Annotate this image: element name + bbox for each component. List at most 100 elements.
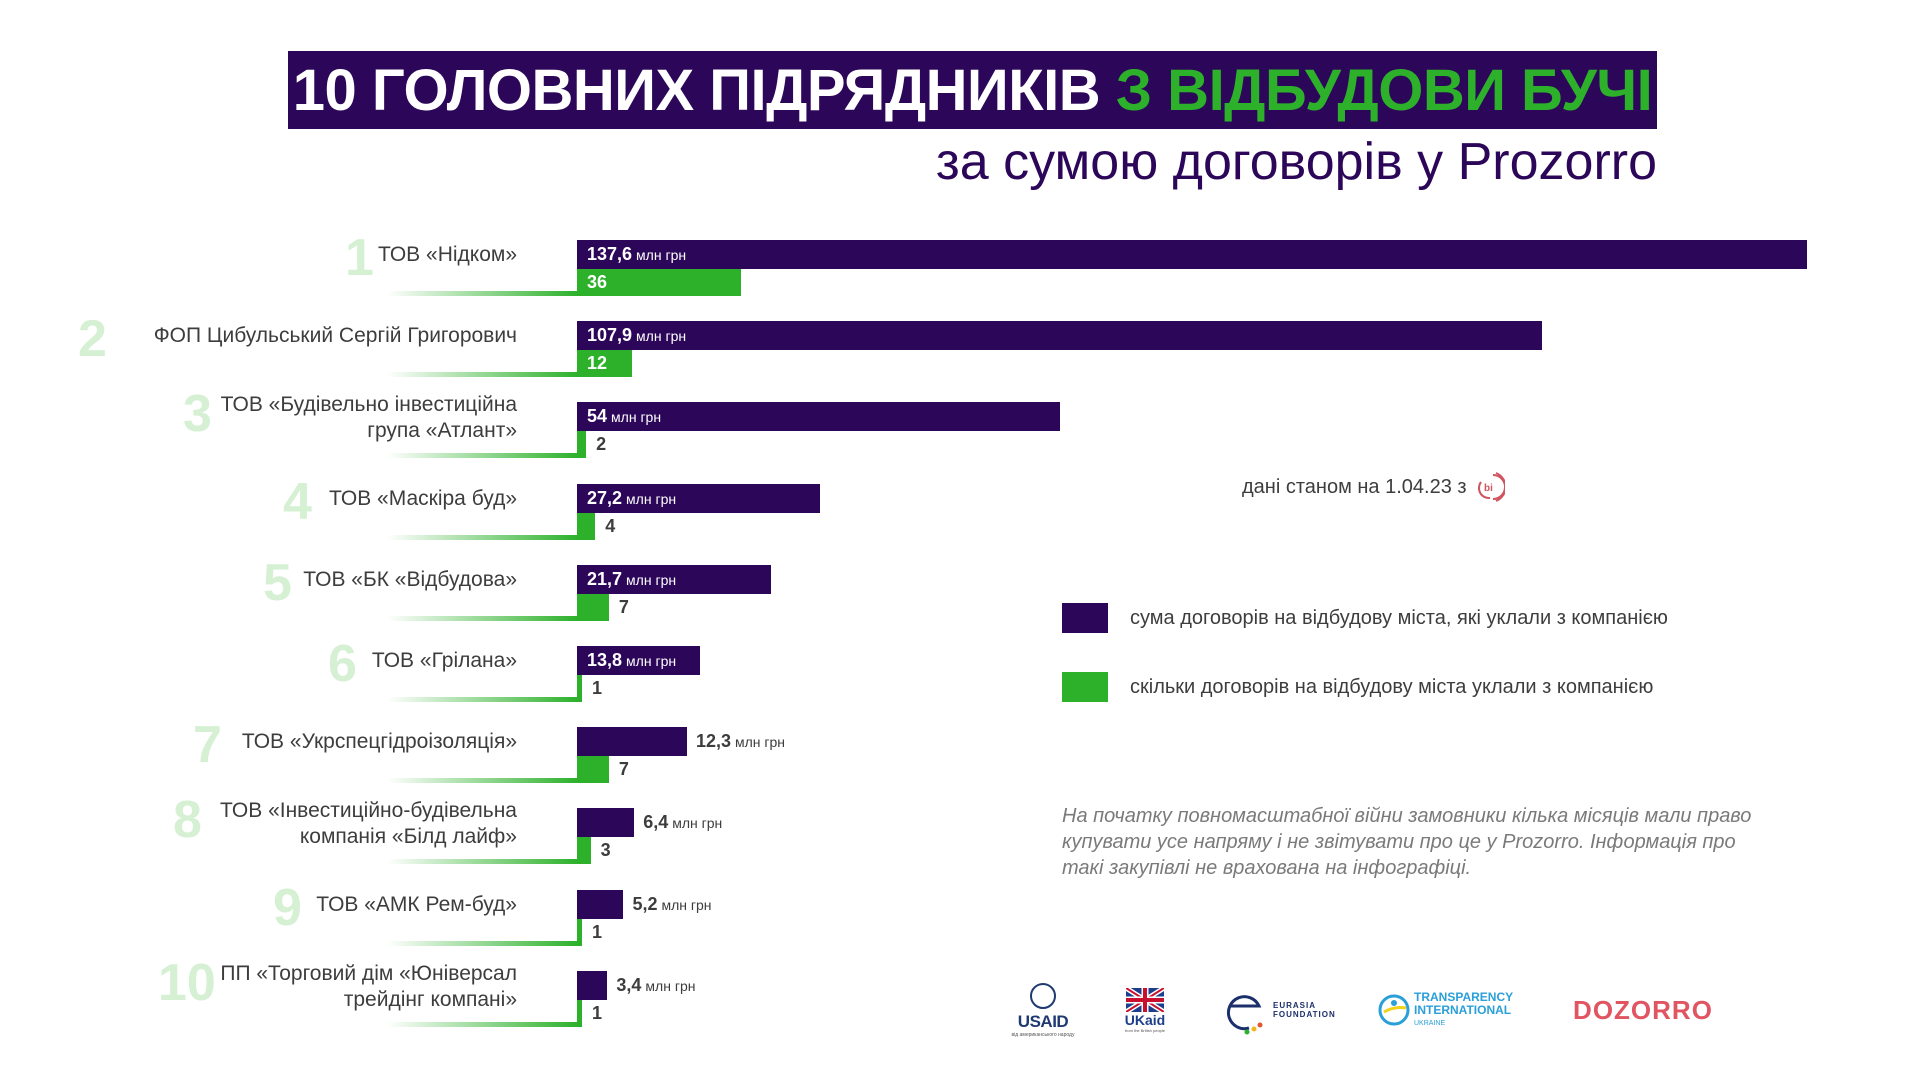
chart-row: 3,4 млн грн 1 ПП «Торговий дім «Юніверсал тр… [0,0,1920,1027]
svg-text:bi: bi [1484,483,1493,494]
sum-value: 5,2 [632,894,658,914]
bar-count [577,837,591,864]
company-name-line: ТОВ «Нідком» [377,243,517,266]
sum-label: 54 млн грн [587,402,661,432]
sum-value: 54 [587,406,608,426]
company-name: ТОВ «Укрспецгідроізоляція» [242,729,517,755]
ti-name: TRANSPARENCY INTERNATIONAL [1414,989,1513,1017]
sum-unit: млн грн [636,328,687,344]
sum-value: 12,3 [695,731,731,751]
sum-label: 107,9 млн грн [587,321,686,351]
legend-label-sum: сума договорів на відбудову міста, які у… [1130,606,1668,629]
title-highlight: З ВІДБУДОВИ БУЧІ [1115,57,1653,123]
sum-value: 6,4 [643,812,669,832]
company-name: ТОВ «Грілана» [372,648,517,674]
bar-sum [577,646,701,675]
eurasia-logo: EURASIA FOUNDATION [1220,972,1336,1048]
rank-number: 8 [173,791,202,849]
bar-sum [577,808,635,837]
rank-number: 5 [263,554,292,612]
rank-number: 4 [283,473,312,531]
bar-count [577,756,609,783]
rank-number: 3 [183,385,212,443]
connector-line [387,535,577,540]
sum-value: 21,7 [587,569,623,589]
connector-line [387,616,577,621]
bi-logo-icon: bi [1475,470,1507,504]
company-name-line: компанія «Білд лайф» [299,825,517,848]
company-name-line: ТОВ «Грілана» [371,649,517,672]
partner-logos: USAID від американського народу UKaid fr… [1005,972,1745,1048]
bar-sum [577,240,1807,269]
eurasia-e-icon [1226,995,1263,1035]
sum-value: 3,4 [616,975,642,995]
sum-unit: млн грн [672,815,723,831]
chart-row: 6,4 млн грн 3 ТОВ «Інвестиційно-будівельна к… [0,0,1920,864]
connector-line [387,697,577,702]
bar-count [577,431,587,458]
rank-number: 6 [328,635,357,693]
legend-label-count: скільки договорів на відбудову міста укл… [1130,675,1654,698]
chart-row: 54 млн грн 2 ТОВ «Будівельно інвестиційна гр… [0,0,1920,458]
count-label: 36 [587,272,608,292]
count-label: 1 [592,922,603,942]
chart-row: 21,7 млн грн 7 ТОВ «БК «Відбудова» 5 [0,0,1920,621]
bar-count [577,594,609,621]
company-name: ПП «Торговий дім «Юніверсал трейдінг комп… [220,961,517,1013]
chart-row: 12,3 млн грн 7 ТОВ «Укрспецгідроізоляція» 7 [0,0,1920,783]
page-title: 10 ГОЛОВНИХ ПІДРЯДНИКІВ З ВІДБУДОВИ БУЧІ [292,57,1653,124]
company-name-line: ТОВ «Інвестиційно-будівельна [220,799,517,822]
usaid-logo: USAID від американського народу [1010,972,1076,1048]
company-name-line: ТОВ «АМК Рем-буд» [316,893,517,916]
sum-unit: млн грн [626,491,677,507]
company-name: ТОВ «БК «Відбудова» [303,567,517,593]
sum-label: 6,4 млн грн [643,808,722,838]
company-name: ТОВ «Інвестиційно-будівельна компанія «Бі… [220,798,517,850]
company-name: ТОВ «АМК Рем-буд» [316,892,517,918]
as-of-text: дані станом на 1.04.23 з [1242,475,1467,498]
ukaid-sub: from the British people [1124,1027,1166,1033]
company-name-line: ТОВ «Укрспецгідроізоляція» [241,730,517,753]
sum-value: 137,6 [587,244,633,264]
legend-item-sum: сума договорів на відбудову міста, які у… [1062,603,1668,633]
bar-sum [577,971,608,1000]
sum-value: 107,9 [587,325,633,345]
bar-sum [577,890,624,919]
company-name-line: ТОВ «Будівельно інвестиційна [220,393,517,416]
title-main: 10 ГОЛОВНИХ ПІДРЯДНИКІВ [292,57,1101,123]
count-label: 1 [592,678,603,698]
sum-value: 13,8 [587,650,623,670]
chart-row: 137,6 млн грн 36 ТОВ «Нідком» 1 [0,0,1920,296]
connector-line [387,778,577,783]
bar-count [577,513,596,540]
company-name-line: ТОВ «Маскіра буд» [329,487,517,510]
sum-unit: млн грн [645,978,696,994]
legend-swatch-sum [1062,603,1108,633]
ti-globe-icon [1378,994,1410,1026]
usaid-name: USAID [1017,1011,1069,1031]
bar-sum [577,484,821,513]
rank-number: 7 [193,716,222,774]
sum-label: 5,2 млн грн [632,890,711,920]
eurasia-name: EURASIA FOUNDATION [1273,1001,1336,1019]
company-name-line: трейдінг компані» [343,988,517,1011]
bar-count [577,350,632,377]
bar-sum [577,727,687,756]
company-name-line: ФОП Цибульський Сергій Григорович [153,324,517,347]
bar-sum [577,565,771,594]
connector-line [387,859,577,864]
legend-item-count: скільки договорів на відбудову міста укл… [1062,672,1653,702]
sum-label: 3,4 млн грн [616,971,695,1001]
bar-count [577,269,741,296]
sum-unit: млн грн [636,247,687,263]
page-subtitle: за сумою договорів у Prozorro [935,133,1657,191]
count-label: 1 [592,1003,603,1023]
sum-unit: млн грн [734,734,786,750]
footnote: На початку повномасштабної війни замовни… [1062,805,1752,879]
sum-unit: млн грн [661,897,712,913]
chart-row: 5,2 млн грн 1 ТОВ «АМК Рем-буд» 9 [0,0,1920,946]
ukaid-name: UKaid [1124,1011,1166,1028]
bar-count [577,675,582,702]
connector-line [387,941,577,946]
